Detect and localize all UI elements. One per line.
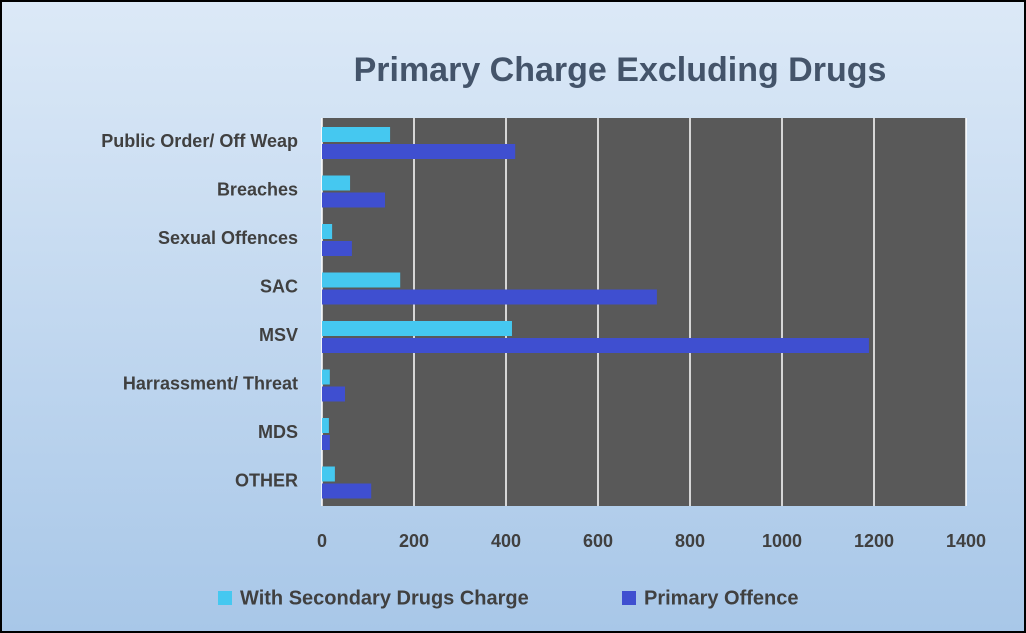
- y-tick-label: MSV: [259, 325, 298, 345]
- legend-swatch: [622, 591, 636, 605]
- bar: [322, 466, 335, 482]
- y-tick-label: SAC: [260, 277, 298, 297]
- bar: [322, 127, 391, 142]
- plot-area: [322, 118, 966, 506]
- legend-label: With Secondary Drugs Charge: [240, 587, 529, 609]
- bar: [322, 224, 333, 239]
- x-tick-label: 800: [675, 531, 705, 551]
- y-tick-label: OTHER: [235, 471, 298, 491]
- x-tick-label: 1400: [946, 531, 986, 551]
- y-tick-label: MDS: [258, 422, 298, 442]
- legend-swatch: [218, 591, 232, 605]
- x-tick-label: 0: [317, 531, 327, 551]
- y-tick-label: Sexual Offences: [158, 228, 298, 248]
- bar: [322, 435, 330, 450]
- legend-label: Primary Offence: [644, 587, 799, 609]
- x-tick-label: 1200: [854, 531, 894, 551]
- bar: [322, 192, 386, 208]
- bar: [322, 483, 372, 499]
- bar: [322, 175, 351, 191]
- x-tick-label: 1000: [762, 531, 802, 551]
- x-tick-label: 600: [583, 531, 613, 551]
- bar: [322, 369, 330, 385]
- bar: [322, 241, 352, 256]
- y-tick-label: Harrassment/ Threat: [123, 374, 298, 394]
- bar: [322, 418, 329, 433]
- y-tick-label: Public Order/ Off Weap: [101, 131, 298, 151]
- bar: [322, 386, 345, 402]
- bar: [322, 289, 657, 305]
- bar: [322, 144, 516, 159]
- chart-title: Primary Charge Excluding Drugs: [354, 51, 887, 89]
- bar: [322, 272, 401, 288]
- bar: [322, 321, 512, 336]
- x-tick-label: 400: [491, 531, 521, 551]
- x-tick-label: 200: [399, 531, 429, 551]
- y-tick-label: Breaches: [217, 180, 298, 200]
- bar: [322, 338, 869, 353]
